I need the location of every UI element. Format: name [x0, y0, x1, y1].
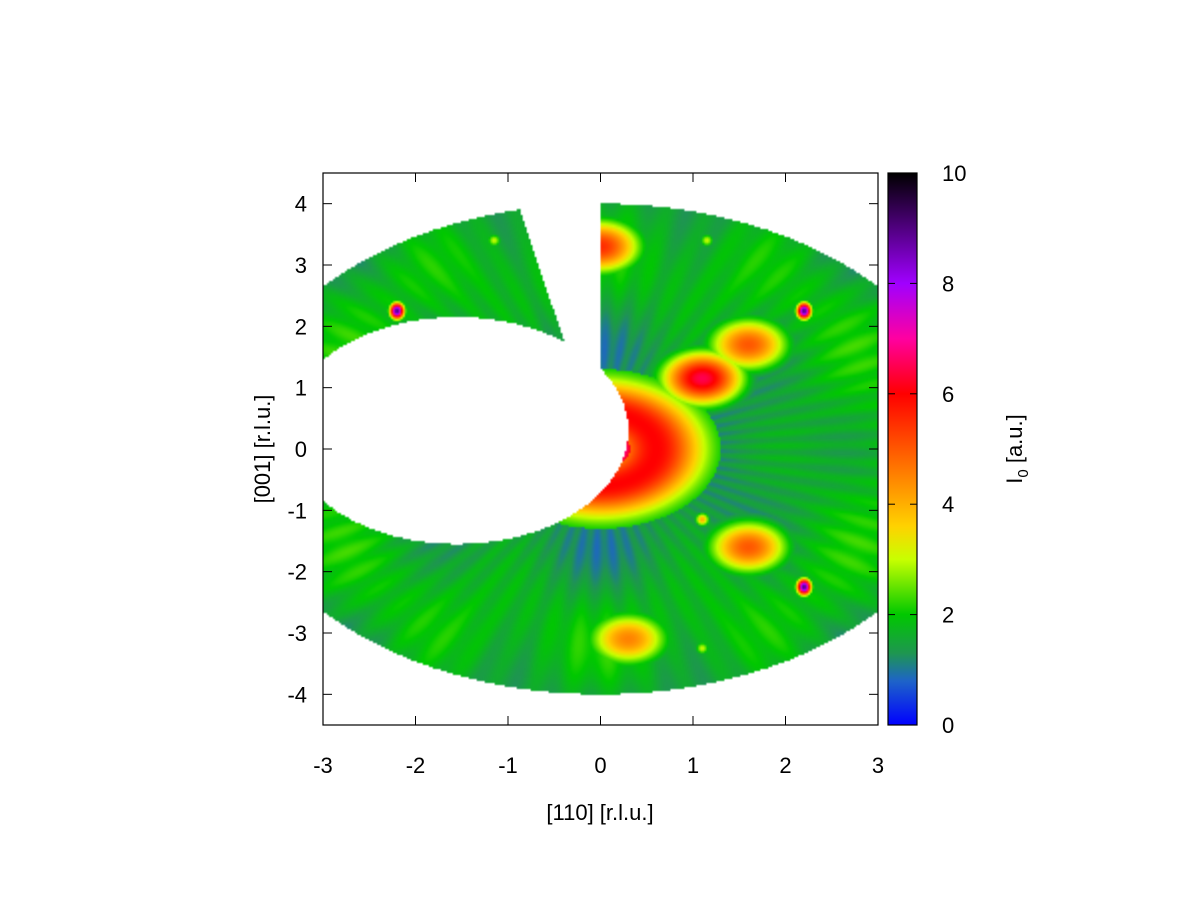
colorbar-axis: 0 2 4 6 8 10 — [888, 161, 966, 738]
y-tick-label: -2 — [287, 560, 307, 585]
intensity-map — [323, 173, 878, 725]
y-tick-label: -4 — [287, 682, 307, 707]
y-tick-label: 0 — [295, 437, 307, 462]
colorbar-label-unit: [a.u.] — [1002, 414, 1027, 469]
x-axis-label: [110] [r.l.u.] — [546, 800, 653, 825]
y-tick-label: 4 — [295, 192, 307, 217]
colorbar-tick-label: 8 — [942, 271, 954, 296]
y-tick-label: -1 — [287, 498, 307, 523]
y-tick-label: 1 — [295, 376, 307, 401]
y-tick-label: 3 — [295, 253, 307, 278]
x-tick-label: 0 — [594, 753, 606, 778]
colorbar-gradient — [887, 172, 918, 726]
y-tick-label: -3 — [287, 621, 307, 646]
x-tick-label: 1 — [687, 753, 699, 778]
y-axis: -4 -3 -2 -1 0 1 2 3 4 — [287, 192, 878, 707]
x-tick-label: -1 — [498, 753, 518, 778]
colorbar-tick-label: 10 — [942, 161, 966, 186]
y-axis-label: [001] [r.l.u.] — [250, 395, 275, 504]
x-axis: -3 -2 -1 0 1 2 3 — [313, 173, 884, 778]
colorbar-tick-label: 0 — [942, 713, 954, 738]
x-tick-label: 3 — [872, 753, 884, 778]
y-tick-label: 2 — [295, 314, 307, 339]
colorbar-label-subscript: 0 — [1015, 469, 1032, 477]
colorbar-tick-label: 2 — [942, 603, 954, 628]
colorbar-label: I0 [a.u.] — [1002, 414, 1032, 484]
x-tick-label: 2 — [779, 753, 791, 778]
colorbar-label-main: I — [1002, 478, 1027, 484]
x-tick-label: -3 — [313, 753, 333, 778]
colorbar-tick-label: 4 — [942, 492, 954, 517]
x-tick-label: -2 — [406, 753, 426, 778]
colorbar-tick-label: 6 — [942, 382, 954, 407]
